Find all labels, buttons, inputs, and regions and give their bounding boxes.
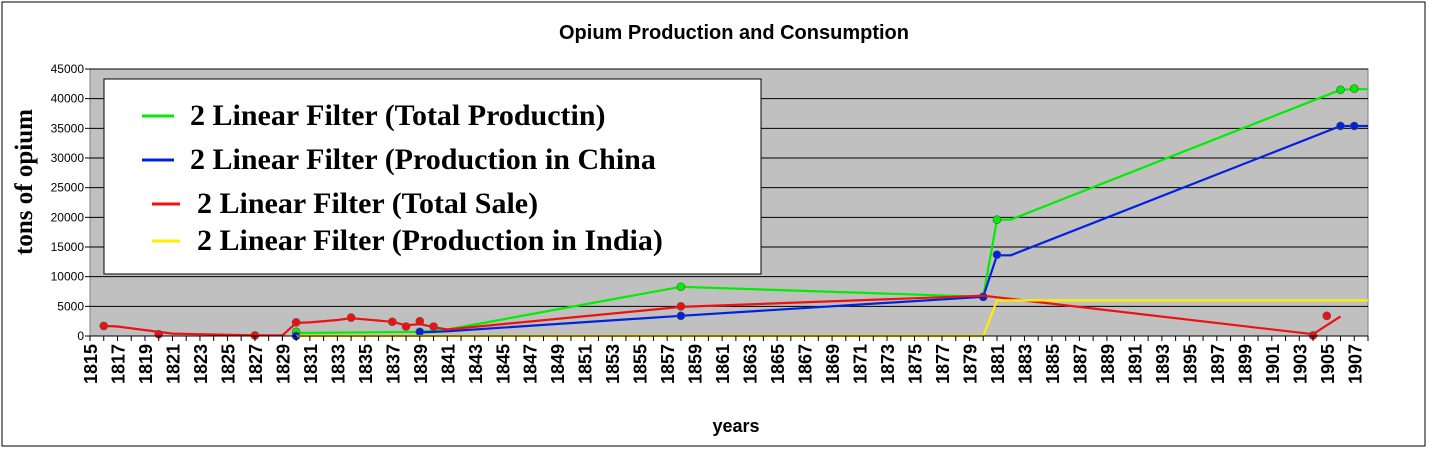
x-tick-label: 1907 [1345,344,1365,384]
x-tick-label: 1831 [301,344,321,384]
legend-label-3: 2 Linear Filter (Production in India) [197,224,663,257]
x-tick-label: 1877 [933,344,953,384]
legend-label-2: 2 Linear Filter (Total Sale) [197,187,538,220]
data-point-1 [1349,121,1359,131]
x-tick-label: 1889 [1098,344,1118,384]
x-tick-label: 1835 [356,344,376,384]
x-tick-label: 1839 [411,344,431,384]
data-point-1 [676,311,686,321]
x-tick-label: 1875 [906,344,926,384]
x-axis-ticks: 1815 1817 1819 1821 1823 1825 1827 1829 1831 1833… [81,335,1369,384]
data-point-2 [415,316,425,326]
x-tick-label: 1887 [1070,344,1090,384]
x-tick-label: 1873 [878,344,898,384]
y-tick-label: 15000 [51,240,85,254]
data-point-2 [388,317,397,327]
y-axis-ticks: 0 5000 10000 15000 20000 25000 30000 35000 40000… [51,62,90,343]
data-point-1 [415,327,425,337]
x-tick-label: 1841 [438,344,458,384]
y-tick-label: 5000 [57,299,84,313]
x-tick-label: 1821 [163,344,183,384]
x-tick-label: 1855 [631,344,651,384]
data-point-2 [1322,311,1332,321]
x-tick-label: 1879 [960,344,980,384]
x-tick-label: 1859 [686,344,706,384]
x-tick-label: 1863 [741,344,761,384]
data-point-2 [401,322,411,331]
x-tick-label: 1845 [493,344,513,384]
data-point-2 [99,321,109,331]
y-tick-label: 40000 [51,92,85,106]
x-tick-label: 1851 [576,344,596,384]
x-tick-label: 1857 [658,344,678,384]
x-tick-label: 1837 [383,344,403,384]
x-tick-label: 1901 [1263,344,1283,384]
x-tick-label: 1895 [1180,344,1200,384]
y-axis-label: tons of opium [11,109,38,255]
data-point-1 [992,250,1002,260]
x-tick-label: 1827 [246,344,266,384]
legend-box [103,78,762,275]
x-tick-label: 1817 [108,344,128,384]
y-tick-label: 10000 [51,270,85,284]
legend-label-1: 2 Linear Filter (Production in China [190,143,656,176]
x-tick-label: 1905 [1318,344,1338,384]
x-tick-label: 1853 [603,344,623,384]
x-tick-label: 1891 [1125,344,1145,384]
x-tick-label: 1893 [1153,344,1173,384]
x-tick-label: 1847 [521,344,541,384]
data-point-2 [291,318,301,327]
x-tick-label: 1829 [273,344,293,384]
x-tick-label: 1825 [218,344,238,384]
x-tick-label: 1865 [768,344,788,384]
legend-label-0: 2 Linear Filter (Total Productin) [190,99,606,132]
x-tick-label: 1843 [466,344,486,384]
y-tick-label: 20000 [51,210,85,224]
data-point-0 [676,282,686,292]
data-point-1 [1336,121,1345,131]
x-tick-label: 1885 [1043,344,1063,384]
x-tick-label: 1871 [851,344,871,384]
data-point-0 [1336,85,1345,95]
x-tick-label: 1849 [548,344,568,384]
data-point-2 [346,313,356,322]
x-axis-label: years [712,416,759,436]
x-tick-label: 1861 [713,344,733,384]
y-tick-label: 45000 [51,62,85,76]
chart-title: Opium Production and Consumption [559,22,909,44]
x-tick-label: 1869 [823,344,843,384]
x-tick-label: 1899 [1235,344,1255,384]
data-point-2 [429,322,438,331]
data-point-0 [1349,84,1359,93]
x-tick-label: 1883 [1015,344,1035,384]
data-point-0 [992,215,1002,225]
x-tick-label: 1881 [988,344,1008,384]
y-tick-label: 0 [77,329,84,343]
x-tick-label: 1903 [1290,344,1310,384]
y-tick-label: 30000 [51,151,85,165]
x-tick-label: 1897 [1208,344,1228,384]
y-tick-label: 25000 [51,181,85,195]
x-tick-label: 1819 [136,344,156,384]
x-tick-label: 1867 [796,344,816,384]
data-point-2 [676,302,686,311]
x-tick-label: 1833 [328,344,348,384]
x-tick-label: 1823 [191,344,211,384]
legend: 2 Linear Filter (Total Productin) 2 Linea… [103,78,762,275]
y-tick-label: 35000 [51,121,85,135]
x-tick-label: 1815 [81,344,101,384]
